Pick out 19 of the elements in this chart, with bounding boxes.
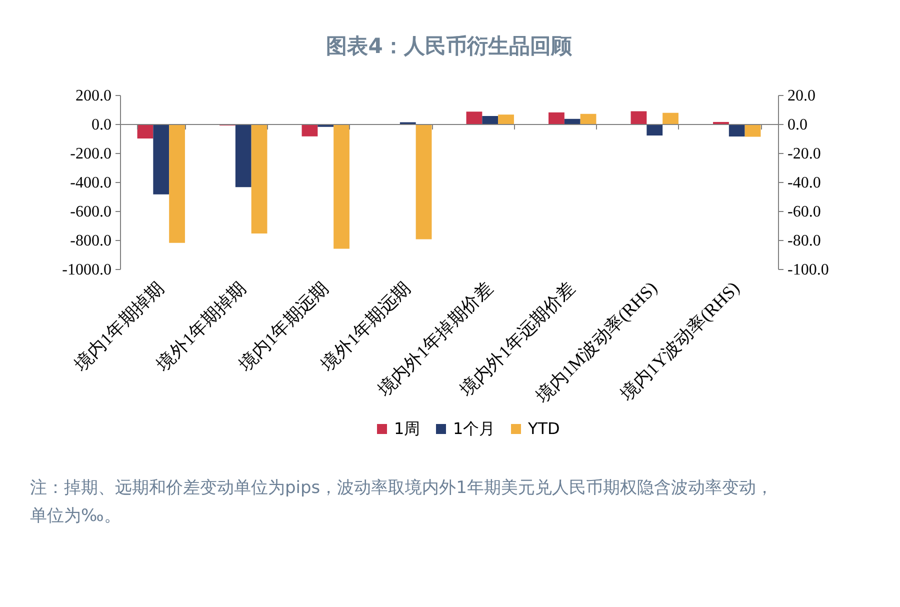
y-tick-label: -1000.0: [62, 262, 112, 278]
y2-tick-label: -80.0: [788, 232, 821, 250]
legend-label: 1周: [394, 419, 420, 438]
y2-tick-label: 0.0: [788, 116, 808, 134]
y-tick-label: 200.0: [76, 88, 112, 104]
y-tick-label: -400.0: [70, 174, 112, 192]
y2-tick-label: -60.0: [788, 204, 821, 220]
chart-title: 图表4：人民币衍生品回顾: [326, 34, 573, 58]
y-tick-label: 0.0: [92, 116, 112, 134]
y-tick-label: -800.0: [70, 232, 112, 250]
y-tick-label: -200.0: [70, 146, 112, 162]
y2-tick-label: -40.0: [788, 174, 821, 192]
legend-label: 1个月: [453, 419, 496, 438]
y-tick-label: -600.0: [70, 204, 112, 220]
y2-tick-label: -20.0: [788, 146, 821, 162]
legend-label: YTD: [527, 419, 560, 438]
y2-tick-label: 20.0: [788, 88, 816, 104]
text: 注：掉期、远期和价差变动单位为pips，波动率取境内外1年期美元兑人民币期权隐含波动率变动，单位为‰。: [30, 477, 774, 528]
y2-tick-label: -100.0: [788, 262, 829, 278]
